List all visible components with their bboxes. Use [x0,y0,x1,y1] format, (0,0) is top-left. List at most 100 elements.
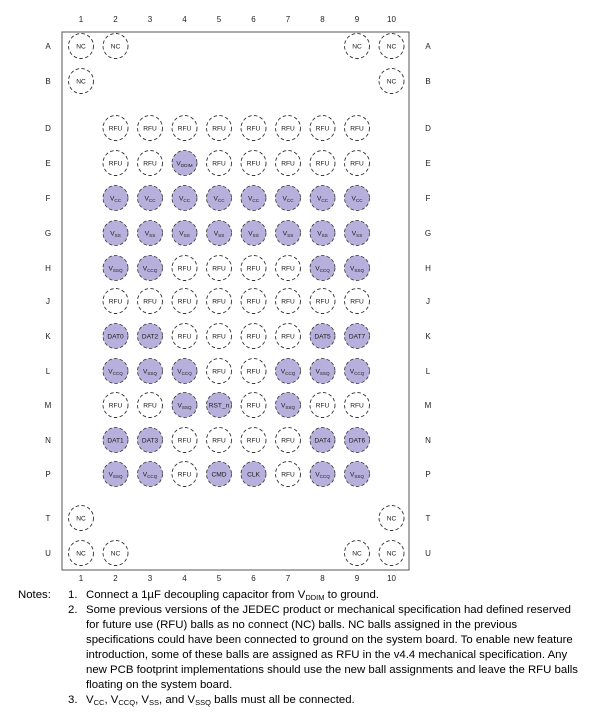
ball-fill [137,427,163,453]
ball-label-text: RFU [247,125,261,132]
ball-label: RFU [281,298,295,305]
ball-outline [344,540,370,566]
ball-label: VSSQ [177,402,192,410]
ball-N8: DAT4 [309,427,336,453]
ball-label: VSSQ [281,402,296,410]
ball-label: RFU [247,368,261,375]
ball-L6: RFU [240,358,267,384]
ball-fill [137,358,163,384]
ball-label-text: RFU [178,437,192,444]
ball-label: NC [387,550,397,557]
ball-P4: RFU [171,461,198,487]
ball-label: VSSQ [350,265,365,273]
ball-label: RFU [212,160,226,167]
ball-label: NC [352,550,362,557]
ball-L4: VCCQ [171,358,198,384]
ball-label: RFU [143,402,157,409]
ball-fill [344,255,370,281]
ball-outline [206,115,232,141]
ball-F9: VCC [344,185,370,211]
balls-grid: NC NC NC NC NC NC RFU RFU RFU RFU RFU RFU RFU RFU RFU R… [68,33,405,566]
notes-list: 1. Connect a 1µF decoupling capacitor fro… [68,588,580,708]
ball-label: VSSQ [315,368,330,376]
ball-label-text: NC [111,550,121,557]
ball-label-text: DAT1 [107,437,124,444]
ball-outline [378,505,405,531]
column-label-top: 3 [148,15,153,24]
ball-label: VSSQ [108,471,123,479]
ball-label-text: RFU [212,160,226,167]
ball-K3: DAT2 [137,323,163,349]
ball-label: RFU [281,265,295,272]
ball-label-text: V [350,471,355,478]
ball-fill [344,358,370,384]
ball-J3: RFU [137,288,163,314]
ball-outline [240,358,267,384]
ball-fill [171,150,198,176]
ball-outline [344,115,370,141]
ball-E4: VDDIM [171,150,198,176]
ball-label: RFU [143,298,157,305]
ball-outline [240,288,267,314]
ball-label: VCC [144,195,156,203]
ball-P6: CLK [240,461,267,487]
ball-outline [240,255,267,281]
ball-label: RFU [247,333,261,340]
ball-label: NC [387,43,397,50]
ball-label: VSS [179,230,190,238]
ball-label-subscript: CCQ [147,474,158,479]
ball-label-text: NC [387,515,397,522]
column-label-top: 8 [320,15,325,24]
ball-J2: RFU [102,288,129,314]
ball-label-subscript: SS [253,233,259,238]
ball-label: RFU [247,160,261,167]
ball-outline [206,288,232,314]
ball-outline [137,392,163,418]
ball-T10: NC [378,505,405,531]
column-labels-bottom: 1 2 3 4 5 6 7 8 9 10 [79,574,397,583]
ball-outline [102,150,129,176]
ball-label-text: V [176,160,181,167]
ball-label-text: V [317,195,322,202]
ball-label-text: V [350,368,355,375]
ball-label: CLK [247,471,260,478]
ball-G9: VSS [344,220,370,246]
ball-label: VSSQ [108,265,123,273]
row-label-right: L [426,367,431,376]
column-label-top: 4 [182,15,187,24]
ball-outline [378,33,405,59]
ball-M5: RST_n [206,392,232,418]
ball-label: RFU [350,160,364,167]
row-label-left: B [45,77,50,86]
ball-E6: RFU [240,150,267,176]
ball-label-subscript: CC [321,198,328,203]
ball-label: VSS [248,230,259,238]
ball-label-subscript: CC [252,198,259,203]
ball-label-text: RFU [350,298,364,305]
ball-label-subscript: CCQ [285,371,296,376]
package-outline [61,31,410,571]
ball-G5: VSS [206,220,232,246]
ball-label-text: V [143,265,148,272]
ball-label: RFU [247,437,261,444]
ball-label-subscript: SS [184,233,190,238]
ball-J5: RFU [206,288,232,314]
ball-label: RFU [281,471,295,478]
ball-J6: RFU [240,288,267,314]
ball-label: DAT7 [349,333,366,340]
ball-fill [309,358,336,384]
row-label-left: M [45,401,52,410]
ball-label-text: DAT6 [349,437,366,444]
ball-outline [309,115,336,141]
ball-A9: NC [344,33,370,59]
note-number: 3. [68,694,78,706]
ball-fill [309,427,336,453]
ball-fill [309,185,336,211]
column-label-top: 10 [387,15,396,24]
ball-outline [378,68,405,94]
ball-fill [240,220,267,246]
ball-fill [137,255,163,281]
row-label-right: P [425,470,430,479]
ball-label: NC [76,78,86,85]
ball-N6: RFU [240,427,267,453]
